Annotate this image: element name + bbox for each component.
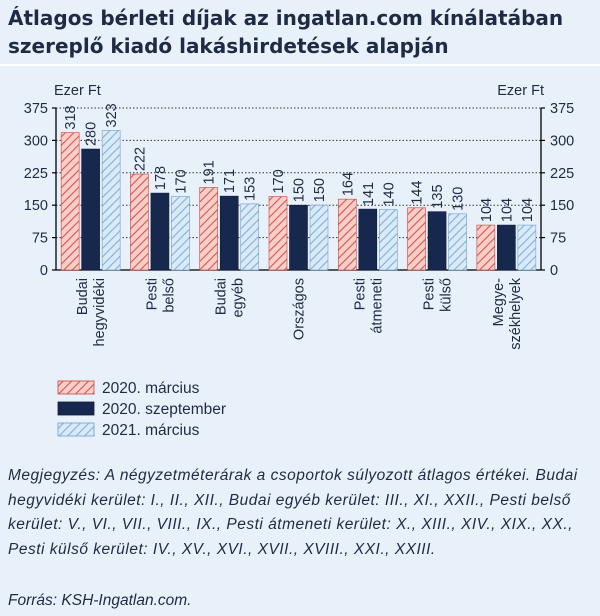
bar-value-label: 150 [312, 178, 328, 202]
legend-swatch [57, 401, 95, 416]
chart-source: Forrás: KSH-Ingatlan.com. [8, 592, 192, 609]
bar-value-label: 140 [381, 182, 397, 206]
bar [378, 209, 398, 271]
bar-value-label: 153 [243, 177, 259, 201]
bar-value-label: 144 [410, 181, 426, 205]
y-tick-label-right: 375 [550, 101, 574, 117]
category-label: átmeneti [369, 278, 385, 334]
bar-value-label: 191 [202, 160, 218, 184]
bar [130, 173, 149, 271]
bar-value-label: 104 [520, 198, 536, 222]
bar-value-label: 323 [104, 103, 120, 127]
category-label: Megye- [491, 278, 507, 327]
legend-label: 2021. március [102, 422, 200, 439]
category-label: Budai [214, 278, 230, 315]
bar-value-label: 170 [271, 169, 287, 193]
y-tick-label-left: 75 [32, 231, 48, 247]
bar-value-label: 164 [340, 172, 356, 196]
bar [171, 196, 190, 271]
y-tick-label-left: 0 [40, 263, 48, 279]
bar [81, 148, 100, 271]
chart-note: Megjegyzés: A négyzetméterárak a csoport… [8, 467, 578, 558]
bar-value-label: 150 [292, 178, 308, 202]
title-separator [0, 64, 600, 66]
y-tick-label-left: 225 [24, 166, 48, 182]
y-axis-unit-left: Ezer Ft [54, 83, 101, 99]
bar-value-label: 280 [84, 122, 100, 146]
category-label: Pesti [422, 278, 438, 310]
y-tick-label-left: 150 [24, 198, 48, 214]
bar [268, 196, 288, 271]
bar-value-label: 318 [63, 105, 79, 129]
bar-value-label: 178 [153, 166, 169, 190]
bar [199, 187, 219, 271]
category-label: egyéb [231, 278, 247, 318]
bar [150, 192, 170, 271]
category-label: belső [161, 278, 177, 313]
bar [427, 211, 447, 271]
category-label: Pesti [144, 278, 160, 310]
legend-swatch [57, 380, 95, 395]
bar-value-label: 104 [499, 198, 515, 222]
bar [358, 208, 378, 271]
y-tick-label-left: 300 [24, 133, 48, 149]
bar [289, 204, 308, 271]
bar-value-label: 141 [361, 182, 377, 206]
y-tick-label-right: 150 [550, 198, 574, 214]
bar-value-label: 104 [479, 198, 495, 222]
bar [337, 198, 357, 271]
chart-title: Átlagos bérleti díjak az ingatlan.com kí… [8, 6, 564, 58]
category-label: Pesti [352, 278, 368, 310]
bar [240, 203, 260, 271]
y-tick-label-right: 0 [550, 263, 558, 279]
bar [219, 195, 239, 271]
y-tick-label-left: 375 [24, 101, 48, 117]
bar [517, 224, 537, 271]
category-label: Budai [75, 278, 91, 315]
legend-label: 2020. március [102, 380, 200, 397]
bar-value-label: 135 [430, 184, 446, 208]
bar [101, 130, 121, 271]
bar [448, 213, 467, 271]
bar-value-label: 170 [173, 169, 189, 193]
bar-value-label: 130 [451, 187, 467, 211]
y-tick-label-right: 225 [550, 166, 574, 182]
bar [476, 224, 496, 271]
category-label: külső [439, 278, 455, 312]
bar [497, 224, 516, 271]
legend-label: 2020. szeptember [102, 401, 226, 418]
y-tick-label-right: 75 [550, 231, 566, 247]
category-label: Országos [292, 278, 308, 340]
bar [407, 207, 426, 271]
bar [309, 204, 329, 271]
y-tick-label-right: 300 [550, 133, 574, 149]
legend-swatch [57, 422, 95, 437]
category-label: hegyvidéki [92, 278, 108, 347]
category-label: székhelyek [508, 277, 524, 349]
bar-value-label: 222 [132, 147, 148, 171]
bar [60, 132, 80, 271]
y-axis-unit-right: Ezer Ft [497, 83, 544, 99]
bar-value-label: 171 [222, 169, 238, 193]
